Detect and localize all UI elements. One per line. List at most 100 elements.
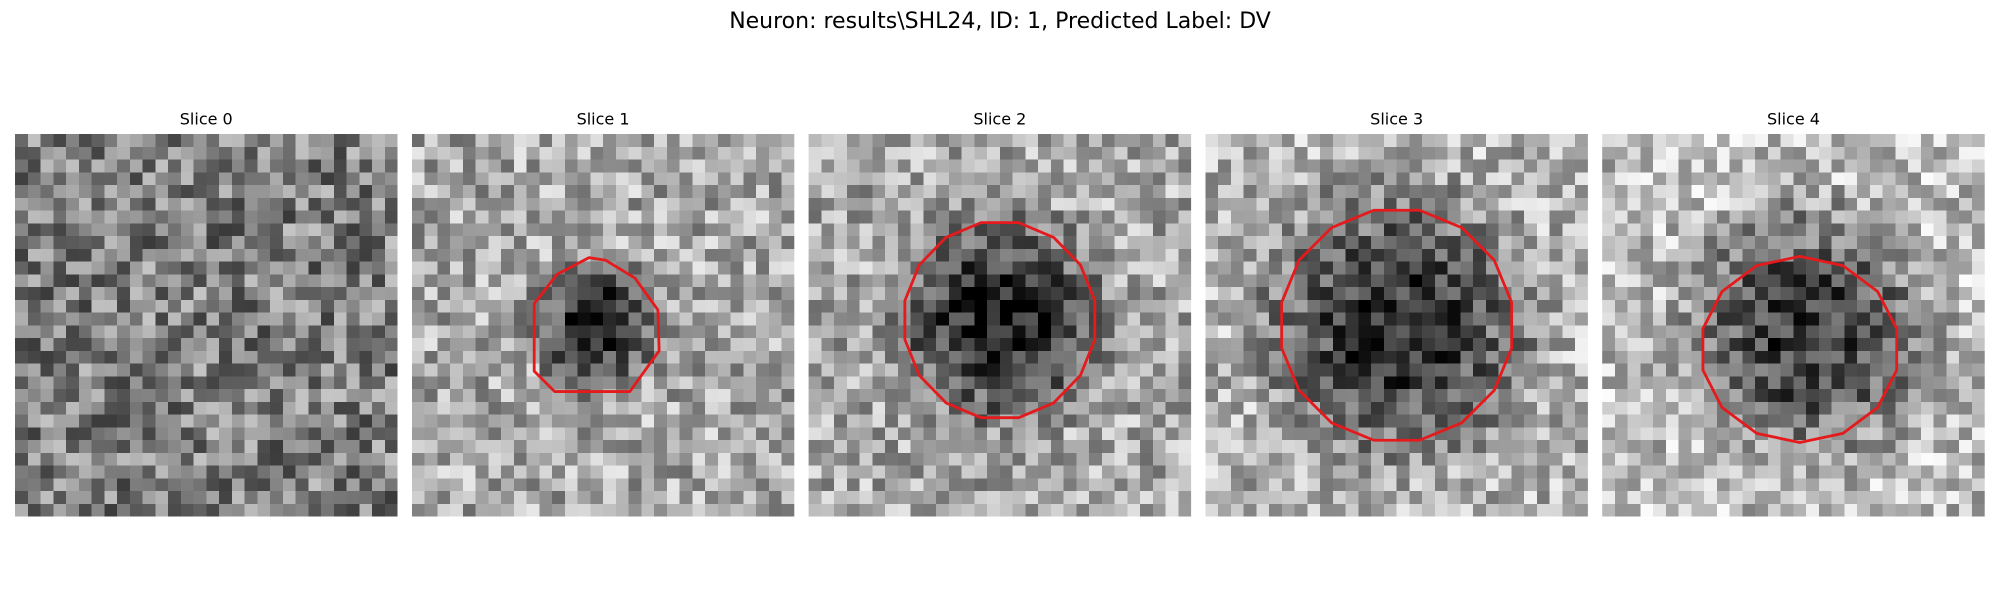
- pixel: [1371, 503, 1385, 517]
- pixel: [717, 274, 731, 288]
- pixel: [743, 452, 757, 466]
- pixel: [1165, 146, 1179, 160]
- pixel: [155, 248, 169, 262]
- pixel: [743, 210, 757, 224]
- pixel: [1243, 452, 1257, 466]
- pixel: [1755, 197, 1769, 211]
- pixel: [129, 414, 143, 428]
- pixel: [346, 299, 360, 313]
- pixel: [705, 312, 719, 326]
- pixel: [1281, 325, 1295, 339]
- pixel: [91, 440, 105, 454]
- pixel: [1205, 401, 1219, 415]
- pixel: [961, 287, 975, 301]
- pixel: [1165, 414, 1179, 428]
- pixel: [117, 389, 131, 403]
- pixel: [1076, 172, 1090, 186]
- pixel: [577, 172, 591, 186]
- pixel: [1511, 414, 1525, 428]
- pixel: [1383, 146, 1397, 160]
- pixel: [282, 414, 296, 428]
- pixel: [155, 350, 169, 364]
- pixel: [1869, 478, 1883, 492]
- pixel: [1281, 312, 1295, 326]
- pixel: [1524, 389, 1538, 403]
- pixel: [1806, 223, 1820, 237]
- pixel: [1345, 185, 1359, 199]
- pixel: [1269, 312, 1283, 326]
- pixel: [1716, 414, 1730, 428]
- pixel: [66, 172, 80, 186]
- pixel: [846, 401, 860, 415]
- pixel: [1575, 478, 1588, 492]
- pixel: [1946, 465, 1960, 479]
- pixel: [1063, 401, 1077, 415]
- pixel: [475, 427, 489, 441]
- pixel: [1665, 210, 1679, 224]
- pixel: [1243, 478, 1257, 492]
- pixel: [1089, 491, 1103, 505]
- pixel: [1933, 376, 1947, 390]
- pixel: [1653, 452, 1667, 466]
- pixel: [117, 376, 131, 390]
- pixel: [1140, 134, 1154, 148]
- pixel: [1665, 363, 1679, 377]
- pixel: [961, 440, 975, 454]
- pixel: [987, 261, 1001, 275]
- pixel: [1665, 338, 1679, 352]
- slice-image: [411, 134, 795, 517]
- pixel: [129, 389, 143, 403]
- pixel: [1205, 414, 1219, 428]
- pixel: [564, 452, 578, 466]
- pixel: [846, 427, 860, 441]
- pixel: [501, 261, 515, 275]
- pixel: [1716, 503, 1730, 517]
- pixel: [142, 312, 156, 326]
- pixel: [91, 223, 105, 237]
- pixel: [333, 350, 347, 364]
- pixel: [692, 197, 706, 211]
- pixel: [1050, 491, 1064, 505]
- pixel: [1882, 287, 1896, 301]
- pixel: [27, 274, 41, 288]
- pixel: [78, 427, 92, 441]
- pixel: [1678, 440, 1692, 454]
- pixel: [1729, 159, 1743, 173]
- pixel: [948, 312, 962, 326]
- pixel: [450, 185, 464, 199]
- pixel: [1140, 325, 1154, 339]
- pixel: [730, 312, 744, 326]
- pixel: [628, 299, 642, 313]
- pixel: [424, 401, 438, 415]
- pixel: [1653, 261, 1667, 275]
- pixel: [1511, 350, 1525, 364]
- pixel: [1653, 465, 1667, 479]
- pixel: [539, 503, 553, 517]
- pixel: [1793, 325, 1807, 339]
- pixel: [539, 312, 553, 326]
- pixel: [705, 210, 719, 224]
- pixel: [513, 338, 527, 352]
- pixel: [821, 159, 835, 173]
- pixel: [1640, 452, 1654, 466]
- pixel: [1101, 236, 1115, 250]
- pixel: [1691, 414, 1705, 428]
- pixel: [1691, 287, 1705, 301]
- pixel: [308, 299, 322, 313]
- pixel: [1434, 491, 1448, 505]
- pixel: [411, 223, 425, 237]
- pixel: [910, 159, 924, 173]
- pixel: [1473, 376, 1487, 390]
- pixel: [1691, 338, 1705, 352]
- pixel: [1281, 236, 1295, 250]
- pixel: [692, 452, 706, 466]
- pixel: [129, 299, 143, 313]
- pixel: [936, 452, 950, 466]
- pixel: [1793, 159, 1807, 173]
- pixel: [206, 350, 220, 364]
- pixel: [450, 478, 464, 492]
- pixel: [910, 325, 924, 339]
- pixel: [1256, 146, 1270, 160]
- pixel: [1140, 248, 1154, 262]
- pixel: [730, 299, 744, 313]
